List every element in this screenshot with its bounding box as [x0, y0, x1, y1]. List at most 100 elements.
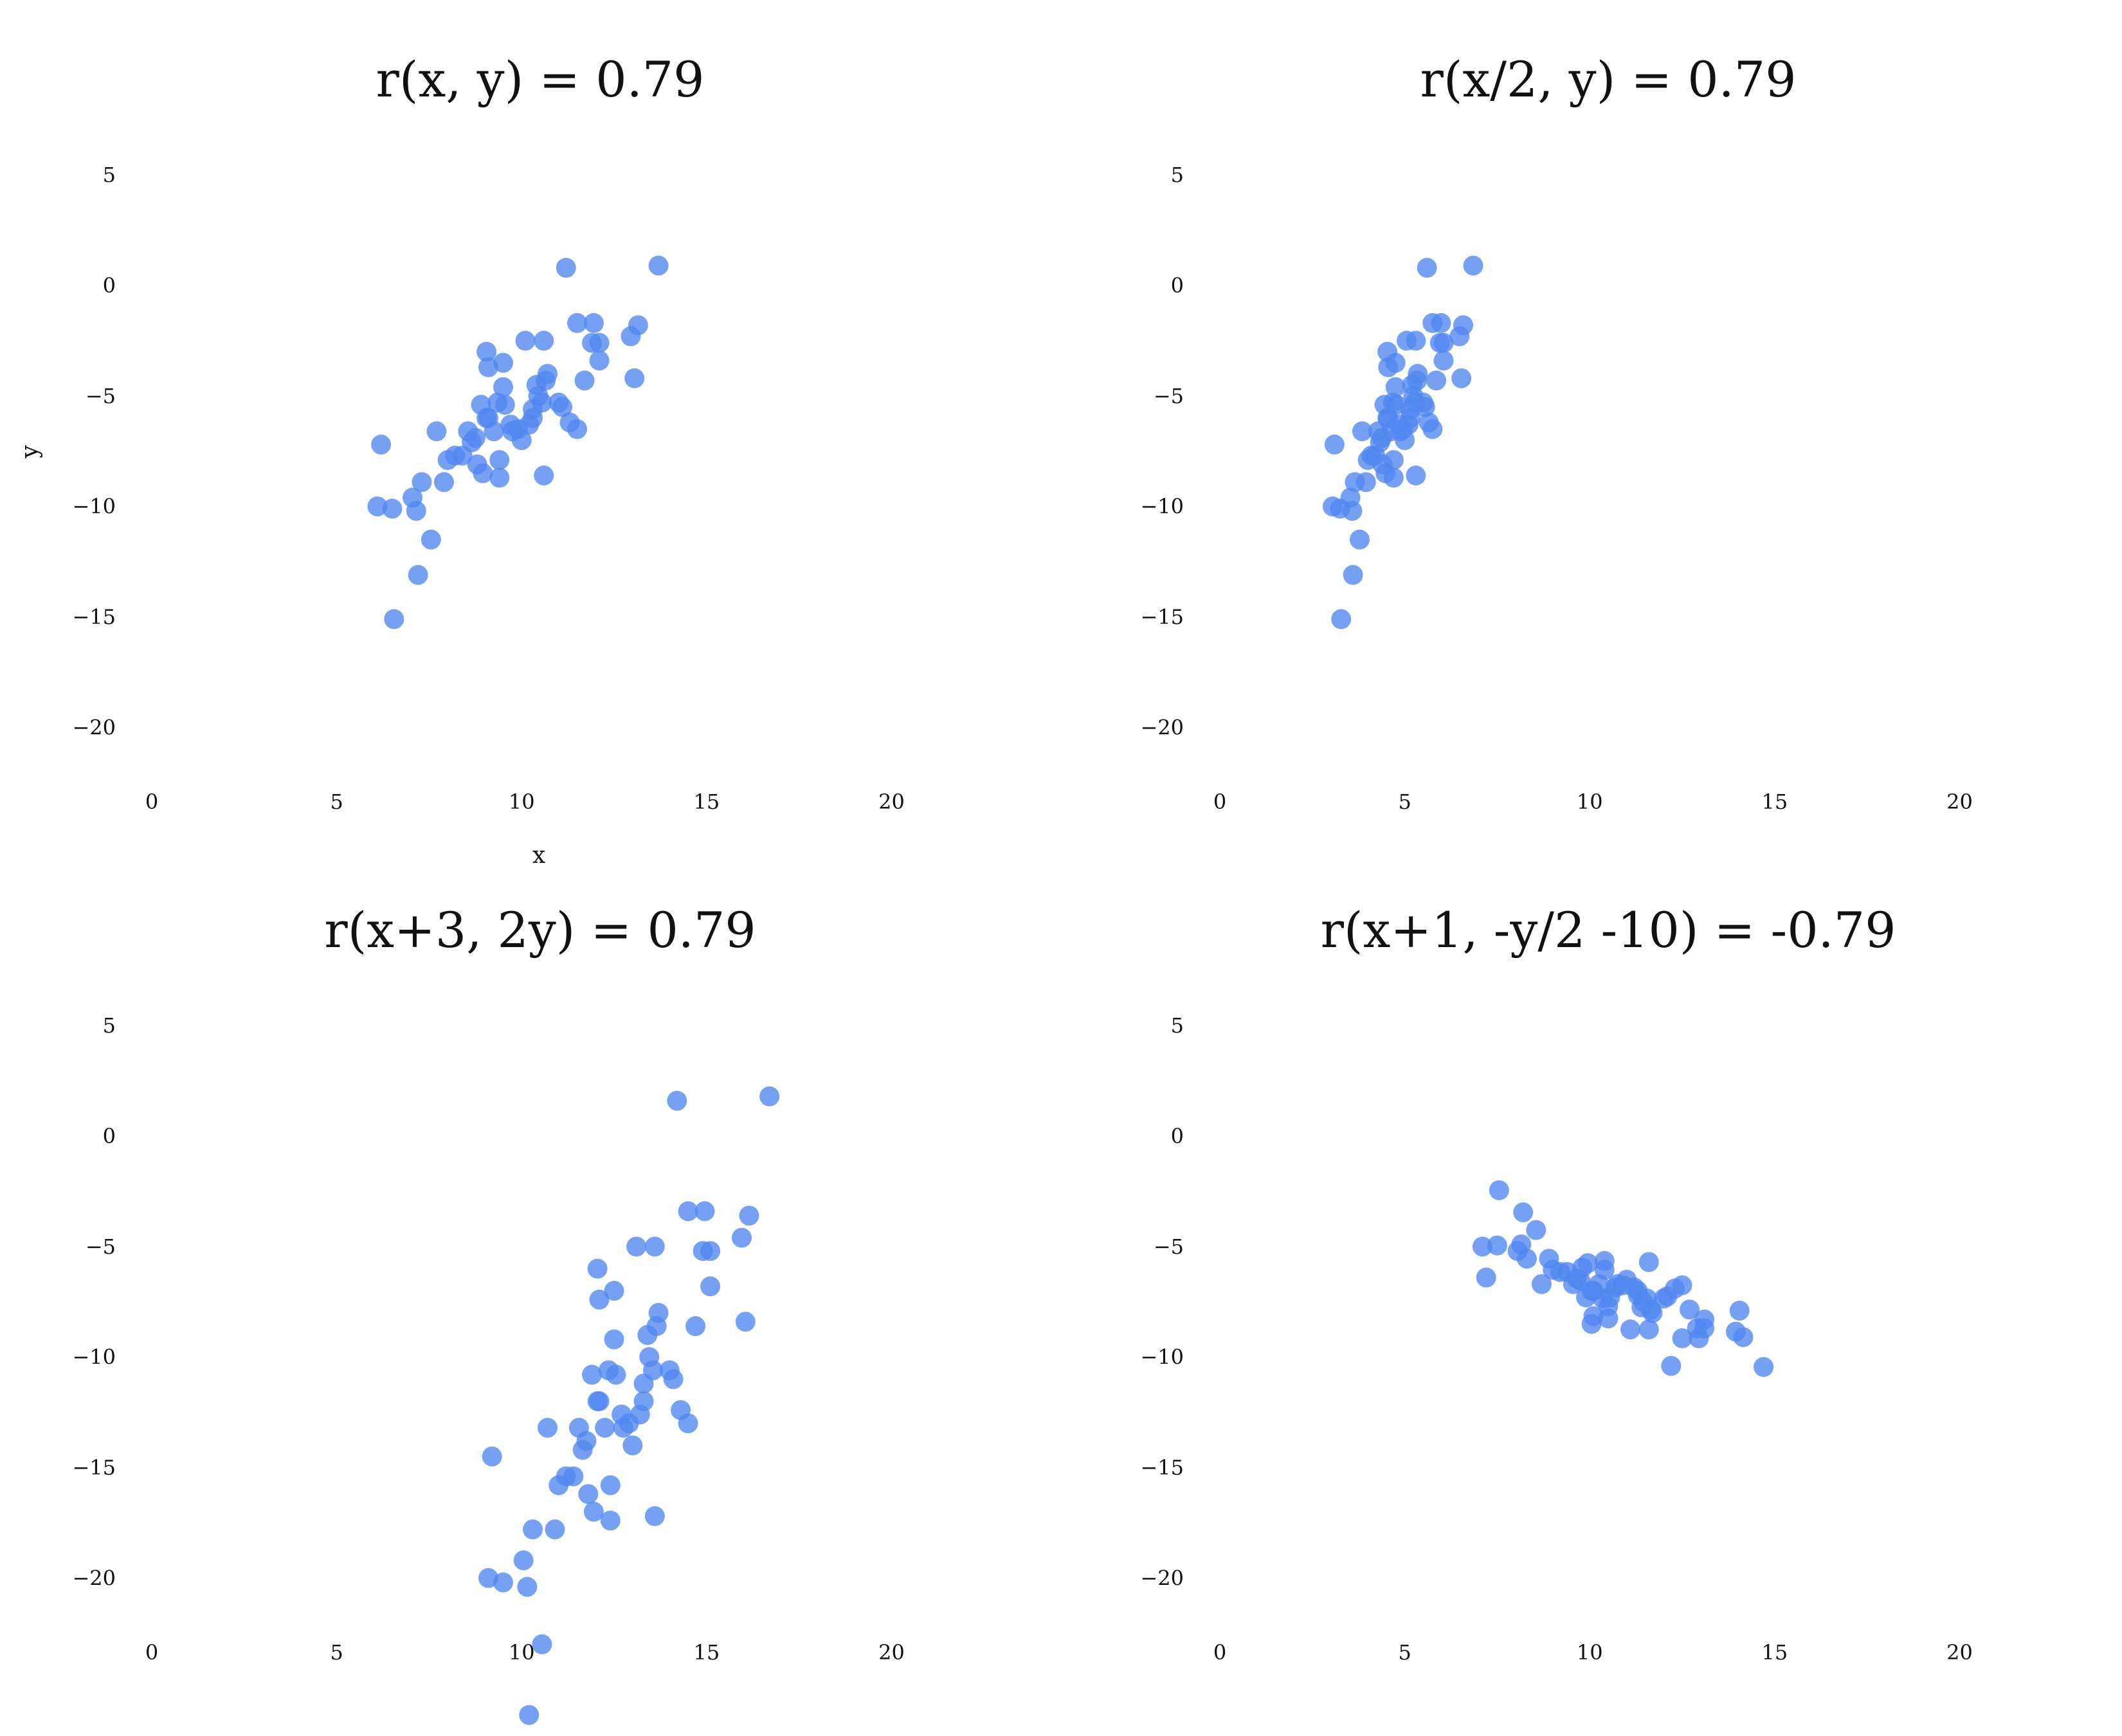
data-point	[1577, 1253, 1598, 1274]
x-tick-label: 0	[1213, 1640, 1226, 1665]
data-point	[1415, 397, 1435, 417]
data-point	[589, 1391, 610, 1411]
data-point	[484, 421, 504, 442]
data-point	[367, 496, 388, 517]
data-point	[700, 1241, 721, 1261]
data-point	[406, 501, 426, 521]
data-point	[648, 1303, 669, 1323]
x-tick-label: 10	[509, 1640, 535, 1665]
chart-title: r(x+1, -y/2 -10) = -0.79	[1321, 901, 1896, 959]
data-point	[1383, 449, 1404, 470]
y-tick-label: −5	[86, 1234, 116, 1259]
y-tick-label: 5	[1171, 1013, 1184, 1038]
data-point	[552, 397, 573, 417]
data-point	[1356, 472, 1376, 493]
scatter-panel-top-left: r(x, y) = 0.79 0 5 10 15 20 5 0 −5 −10 −15 −20 x y	[17, 51, 905, 869]
data-point	[583, 1501, 604, 1522]
data-point	[600, 1510, 621, 1531]
data-point	[589, 1289, 610, 1310]
data-point	[574, 370, 595, 391]
x-tick-label: 5	[330, 790, 343, 814]
data-point	[1331, 609, 1352, 629]
data-point	[1422, 419, 1443, 439]
data-point	[663, 1369, 684, 1389]
data-point	[1661, 1355, 1682, 1376]
data-point	[1620, 1319, 1641, 1340]
data-point	[1349, 529, 1370, 550]
data-point	[493, 1572, 513, 1593]
y-tick-label: 5	[103, 163, 116, 187]
y-tick-label: −15	[1140, 1455, 1184, 1479]
data-point	[589, 350, 610, 371]
y-tick-label: −20	[1140, 1566, 1184, 1590]
y-tick-label: −15	[72, 1455, 116, 1479]
data-point	[534, 330, 554, 351]
data-point	[678, 1413, 698, 1434]
data-point	[626, 1236, 647, 1257]
x-tick-label: 15	[1761, 790, 1788, 814]
data-point	[1516, 1249, 1537, 1269]
y-tick-label: 5	[103, 1013, 116, 1038]
data-point	[1433, 350, 1454, 371]
data-point	[534, 466, 554, 486]
data-point	[735, 1312, 756, 1332]
data-point	[604, 1281, 624, 1301]
data-point	[1342, 501, 1363, 521]
data-point	[1513, 1202, 1534, 1223]
data-point	[371, 434, 392, 455]
data-point	[595, 1418, 615, 1438]
data-point	[604, 1329, 624, 1350]
data-point	[567, 419, 588, 439]
data-point	[685, 1316, 706, 1337]
data-point	[1754, 1357, 1774, 1377]
data-point	[1352, 421, 1372, 442]
x-tick-label: 5	[1398, 1640, 1411, 1665]
data-point	[606, 1364, 626, 1385]
data-point	[433, 472, 454, 493]
data-point	[1408, 363, 1428, 384]
data-point	[556, 258, 576, 278]
data-point	[1406, 466, 1426, 486]
x-tick-label: 0	[1213, 790, 1226, 814]
x-tick-label: 20	[878, 1640, 905, 1665]
data-point	[482, 1446, 502, 1467]
data-point	[582, 1364, 603, 1385]
data-point	[1463, 255, 1483, 276]
chart-title: r(x, y) = 0.79	[376, 51, 705, 108]
data-point	[1680, 1299, 1700, 1320]
y-tick-label: 0	[103, 273, 116, 298]
data-point	[421, 529, 441, 550]
data-point	[648, 255, 669, 276]
data-point	[1672, 1275, 1692, 1296]
data-point	[412, 472, 432, 493]
x-tick-label: 5	[330, 1640, 343, 1665]
data-point	[538, 363, 558, 384]
data-point	[1581, 1314, 1602, 1334]
data-point	[465, 428, 485, 448]
data-point	[567, 312, 588, 333]
x-tick-label: 10	[509, 790, 535, 814]
x-tick-label: 0	[145, 790, 158, 814]
y-tick-label: −20	[72, 715, 116, 739]
data-point	[545, 1519, 565, 1540]
data-point	[667, 1090, 687, 1111]
data-point	[1526, 1220, 1546, 1240]
y-tick-label: −15	[72, 604, 116, 629]
y-axis-label: y	[17, 445, 43, 459]
data-point	[576, 1431, 597, 1451]
data-point	[1729, 1300, 1750, 1321]
y-tick-label: 0	[1171, 1124, 1184, 1148]
data-point	[408, 565, 428, 585]
data-point	[517, 1577, 538, 1597]
data-point	[1324, 434, 1345, 455]
x-axis-label: x	[532, 842, 545, 869]
data-point	[519, 1704, 540, 1725]
data-point	[1431, 312, 1451, 333]
data-point	[493, 377, 513, 397]
y-tick-label: −10	[1140, 494, 1184, 519]
data-point	[700, 1276, 721, 1297]
data-point	[1426, 370, 1447, 391]
data-point	[1417, 258, 1437, 278]
data-point	[489, 467, 510, 488]
